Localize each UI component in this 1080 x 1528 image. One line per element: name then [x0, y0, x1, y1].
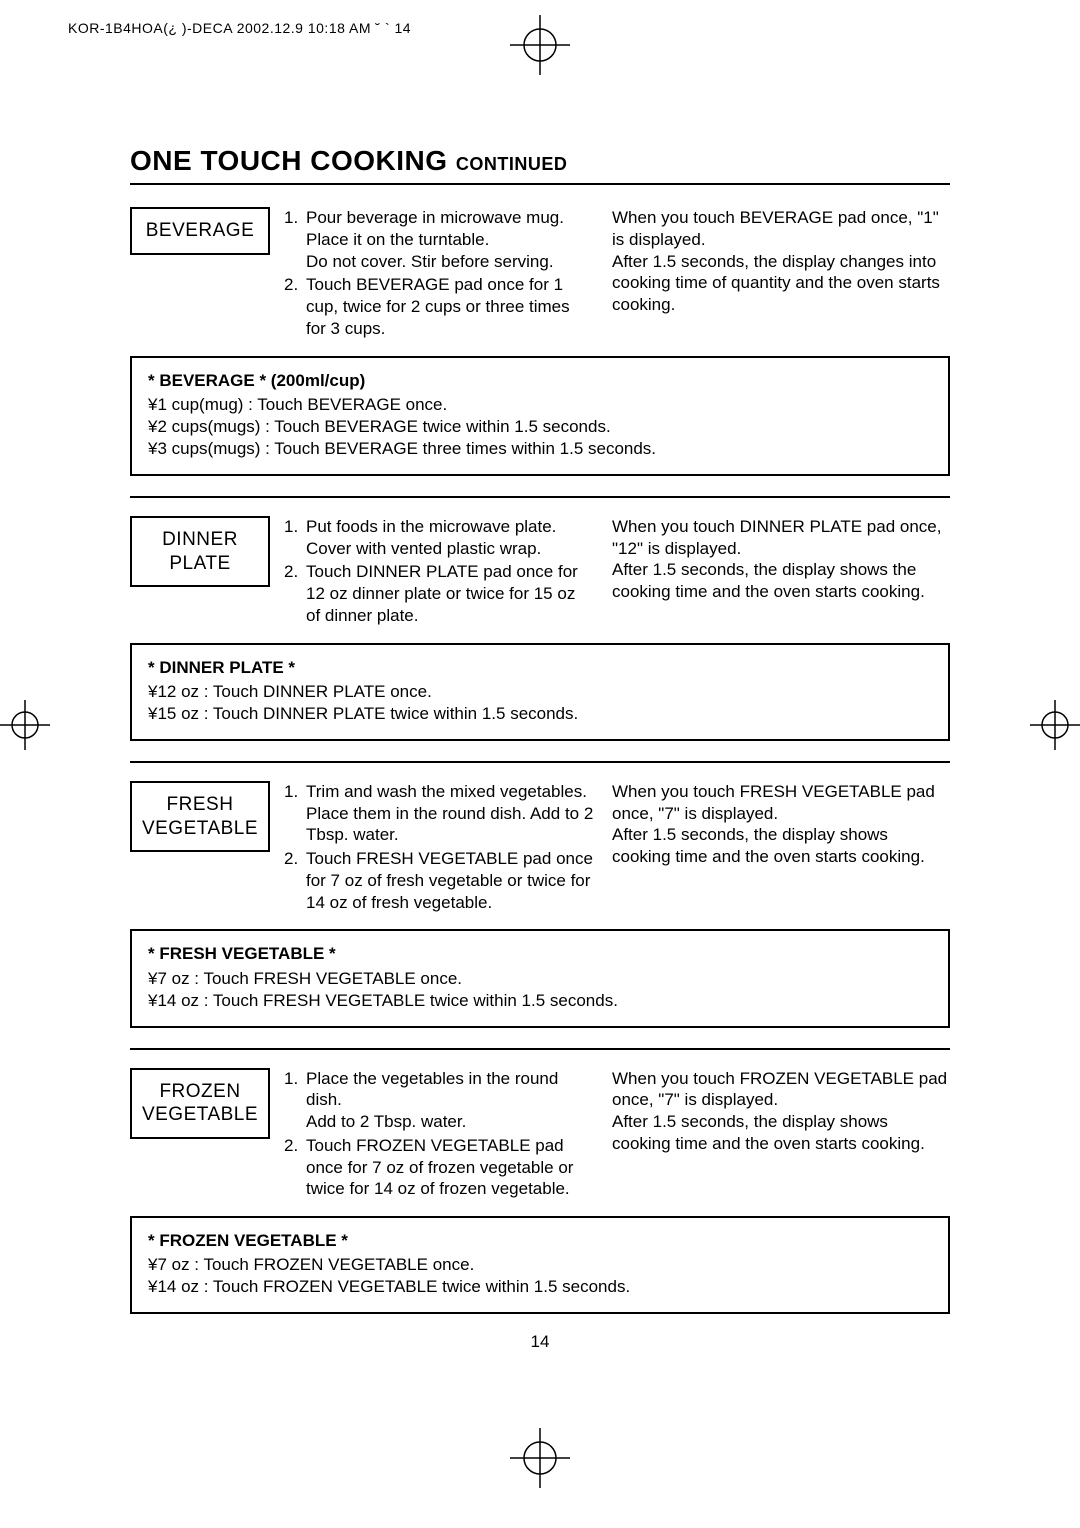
- detail-line: ¥14 oz : Touch FROZEN VEGETABLE twice wi…: [148, 1276, 932, 1298]
- step-number: 2.: [284, 1135, 306, 1200]
- section: FROZENVEGETABLE1.Place the vegetables in…: [130, 1068, 950, 1315]
- crop-mark-top-icon: [510, 15, 570, 75]
- title-sub-text: CONTINUED: [456, 154, 568, 174]
- section-separator: [130, 1048, 950, 1050]
- detail-title: * DINNER PLATE *: [148, 657, 932, 679]
- step-item: 2.Touch BEVERAGE pad once for 1 cup, twi…: [284, 274, 594, 339]
- step-number: 1.: [284, 207, 306, 272]
- crop-mark-right-icon: [1030, 700, 1080, 750]
- detail-box: * FROZEN VEGETABLE *¥7 oz : Touch FROZEN…: [130, 1216, 950, 1314]
- detail-line: ¥15 oz : Touch DINNER PLATE twice within…: [148, 703, 932, 725]
- header-meta-text: KOR-1B4HOA(¿ )-DECA 2002.12.9 10:18 AM ˘…: [68, 20, 411, 36]
- step-item: 1.Place the vegetables in the round dish…: [284, 1068, 594, 1133]
- steps-list: 1.Pour beverage in microwave mug. Place …: [284, 207, 594, 340]
- steps-list: 1.Trim and wash the mixed vegetables.Pla…: [284, 781, 594, 914]
- step-text: Put foods in the microwave plate. Cover …: [306, 516, 594, 560]
- step-text: Touch DINNER PLATE pad once for 12 oz di…: [306, 561, 594, 626]
- section-label-box: FRESHVEGETABLE: [130, 781, 270, 853]
- sections-container: BEVERAGE1.Pour beverage in microwave mug…: [130, 207, 950, 1314]
- steps-column: 1.Put foods in the microwave plate. Cove…: [284, 516, 594, 629]
- crop-mark-bottom-icon: [510, 1428, 570, 1488]
- detail-box: * DINNER PLATE *¥12 oz : Touch DINNER PL…: [130, 643, 950, 741]
- note-column: When you touch FRESH VEGETABLE pad once,…: [612, 781, 950, 916]
- detail-line: ¥2 cups(mugs) : Touch BEVERAGE twice wit…: [148, 416, 932, 438]
- step-item: 1.Put foods in the microwave plate. Cove…: [284, 516, 594, 560]
- section-row: BEVERAGE 1.Pour beverage in microwave mug…: [130, 207, 950, 342]
- page-number: 14: [130, 1332, 950, 1352]
- step-text: Touch FRESH VEGETABLE pad once for 7 oz …: [306, 848, 594, 913]
- step-item: 2.Touch DINNER PLATE pad once for 12 oz …: [284, 561, 594, 626]
- detail-title: * BEVERAGE * (200ml/cup): [148, 370, 932, 392]
- crop-mark-left-icon: [0, 700, 50, 750]
- steps-column: 1.Place the vegetables in the round dish…: [284, 1068, 594, 1203]
- section-separator: [130, 761, 950, 763]
- section: DINNERPLATE 1.Put foods in the microwave …: [130, 516, 950, 741]
- step-number: 1.: [284, 1068, 306, 1133]
- page: KOR-1B4HOA(¿ )-DECA 2002.12.9 10:18 AM ˘…: [0, 0, 1080, 1528]
- step-number: 2.: [284, 274, 306, 339]
- detail-box: * FRESH VEGETABLE * ¥7 oz : Touch FRESH V…: [130, 929, 950, 1027]
- note-column: When you touch FROZEN VEGETABLE pad once…: [612, 1068, 950, 1203]
- detail-line: ¥7 oz : Touch FRESH VEGETABLE once.: [148, 968, 932, 990]
- detail-line: ¥1 cup(mug) : Touch BEVERAGE once.: [148, 394, 932, 416]
- step-text: Touch BEVERAGE pad once for 1 cup, twice…: [306, 274, 594, 339]
- detail-line: ¥14 oz : Touch FRESH VEGETABLE twice wit…: [148, 990, 932, 1012]
- detail-line: ¥7 oz : Touch FROZEN VEGETABLE once.: [148, 1254, 932, 1276]
- step-number: 1.: [284, 516, 306, 560]
- step-text: Touch FROZEN VEGETABLE pad once for 7 oz…: [306, 1135, 594, 1200]
- step-number: 2.: [284, 848, 306, 913]
- step-item: 2.Touch FROZEN VEGETABLE pad once for 7 …: [284, 1135, 594, 1200]
- note-column: When you touch DINNER PLATE pad once, "1…: [612, 516, 950, 629]
- detail-line: ¥12 oz : Touch DINNER PLATE once.: [148, 681, 932, 703]
- step-item: 2.Touch FRESH VEGETABLE pad once for 7 o…: [284, 848, 594, 913]
- step-text: Pour beverage in microwave mug. Place it…: [306, 207, 594, 272]
- steps-column: 1.Pour beverage in microwave mug. Place …: [284, 207, 594, 342]
- step-number: 1.: [284, 781, 306, 846]
- content-area: ONE TOUCH COOKING CONTINUED BEVERAGE1.Po…: [130, 145, 950, 1352]
- detail-title: * FROZEN VEGETABLE *: [148, 1230, 932, 1252]
- section-row: DINNERPLATE 1.Put foods in the microwave …: [130, 516, 950, 629]
- section-row: FROZENVEGETABLE1.Place the vegetables in…: [130, 1068, 950, 1203]
- section-label-box: FROZENVEGETABLE: [130, 1068, 270, 1140]
- step-item: 1.Pour beverage in microwave mug. Place …: [284, 207, 594, 272]
- section-columns: 1.Trim and wash the mixed vegetables.Pla…: [284, 781, 950, 916]
- detail-box: * BEVERAGE * (200ml/cup)¥1 cup(mug) : To…: [130, 356, 950, 476]
- steps-column: 1.Trim and wash the mixed vegetables.Pla…: [284, 781, 594, 916]
- step-number: 2.: [284, 561, 306, 626]
- section-label-box: DINNERPLATE: [130, 516, 270, 588]
- detail-title: * FRESH VEGETABLE *: [148, 943, 932, 965]
- steps-list: 1.Place the vegetables in the round dish…: [284, 1068, 594, 1201]
- section-separator: [130, 496, 950, 498]
- section: BEVERAGE 1.Pour beverage in microwave mug…: [130, 207, 950, 476]
- section-label-box: BEVERAGE: [130, 207, 270, 255]
- section: FRESHVEGETABLE1.Trim and wash the mixed …: [130, 781, 950, 1028]
- page-title: ONE TOUCH COOKING CONTINUED: [130, 145, 950, 185]
- step-item: 1.Trim and wash the mixed vegetables.Pla…: [284, 781, 594, 846]
- section-columns: 1.Place the vegetables in the round dish…: [284, 1068, 950, 1203]
- section-columns: 1.Put foods in the microwave plate. Cove…: [284, 516, 950, 629]
- step-text: Place the vegetables in the round dish.A…: [306, 1068, 594, 1133]
- note-column: When you touch BEVERAGE pad once, "1" is…: [612, 207, 950, 342]
- step-text: Trim and wash the mixed vegetables.Place…: [306, 781, 594, 846]
- detail-line: ¥3 cups(mugs) : Touch BEVERAGE three tim…: [148, 438, 932, 460]
- title-main-text: ONE TOUCH COOKING: [130, 145, 456, 176]
- steps-list: 1.Put foods in the microwave plate. Cove…: [284, 516, 594, 627]
- section-columns: 1.Pour beverage in microwave mug. Place …: [284, 207, 950, 342]
- section-row: FRESHVEGETABLE1.Trim and wash the mixed …: [130, 781, 950, 916]
